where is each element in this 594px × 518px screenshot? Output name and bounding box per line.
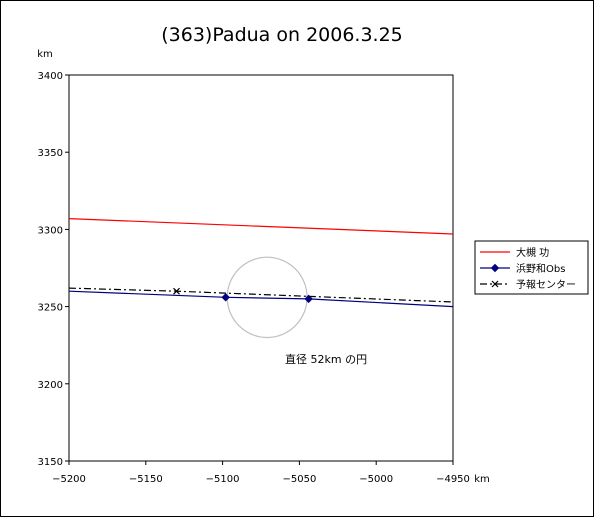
series-marker-1 [221,293,230,302]
x-tick-label: −5000 [359,474,393,485]
x-unit-label: km [474,474,490,485]
legend-marker-1 [490,263,500,273]
x-tick-label: −5100 [206,474,240,485]
y-unit-label: km [37,49,53,60]
y-tick-label: 3150 [38,457,63,468]
chart-title: (363)Padua on 2006.3.25 [161,24,403,46]
legend-label-2: 予報センター [516,279,576,291]
y-tick-label: 3200 [38,380,63,391]
x-axis: −5200 −5150 −5100 −5050 −5000 −4950 [52,461,470,485]
series-marker-2 [173,287,180,295]
y-tick-label: 3350 [38,148,63,159]
series-marker-1 [304,294,313,304]
y-tick-label: 3250 [38,303,63,314]
x-tick-label: −5050 [282,474,316,485]
y-axis: 3400 3350 3300 3250 3200 3150 [38,71,69,468]
x-tick-label: −4950 [436,474,470,485]
y-tick-label: 3400 [38,71,63,82]
x-tick-label: −5200 [52,474,86,485]
series-line-0 [68,218,454,235]
plot-area [68,74,454,462]
circle-annotation: 直径 52km の円 [285,352,367,366]
chart-marks [68,218,454,339]
legend-label-0: 大槻 功 [516,246,549,259]
x-tick-label: −5150 [129,474,163,485]
legend-label-1: 浜野和Obs [516,263,565,275]
y-tick-label: 3300 [38,225,63,236]
series-line-1 [68,290,454,308]
legend-marker-2 [491,280,499,288]
